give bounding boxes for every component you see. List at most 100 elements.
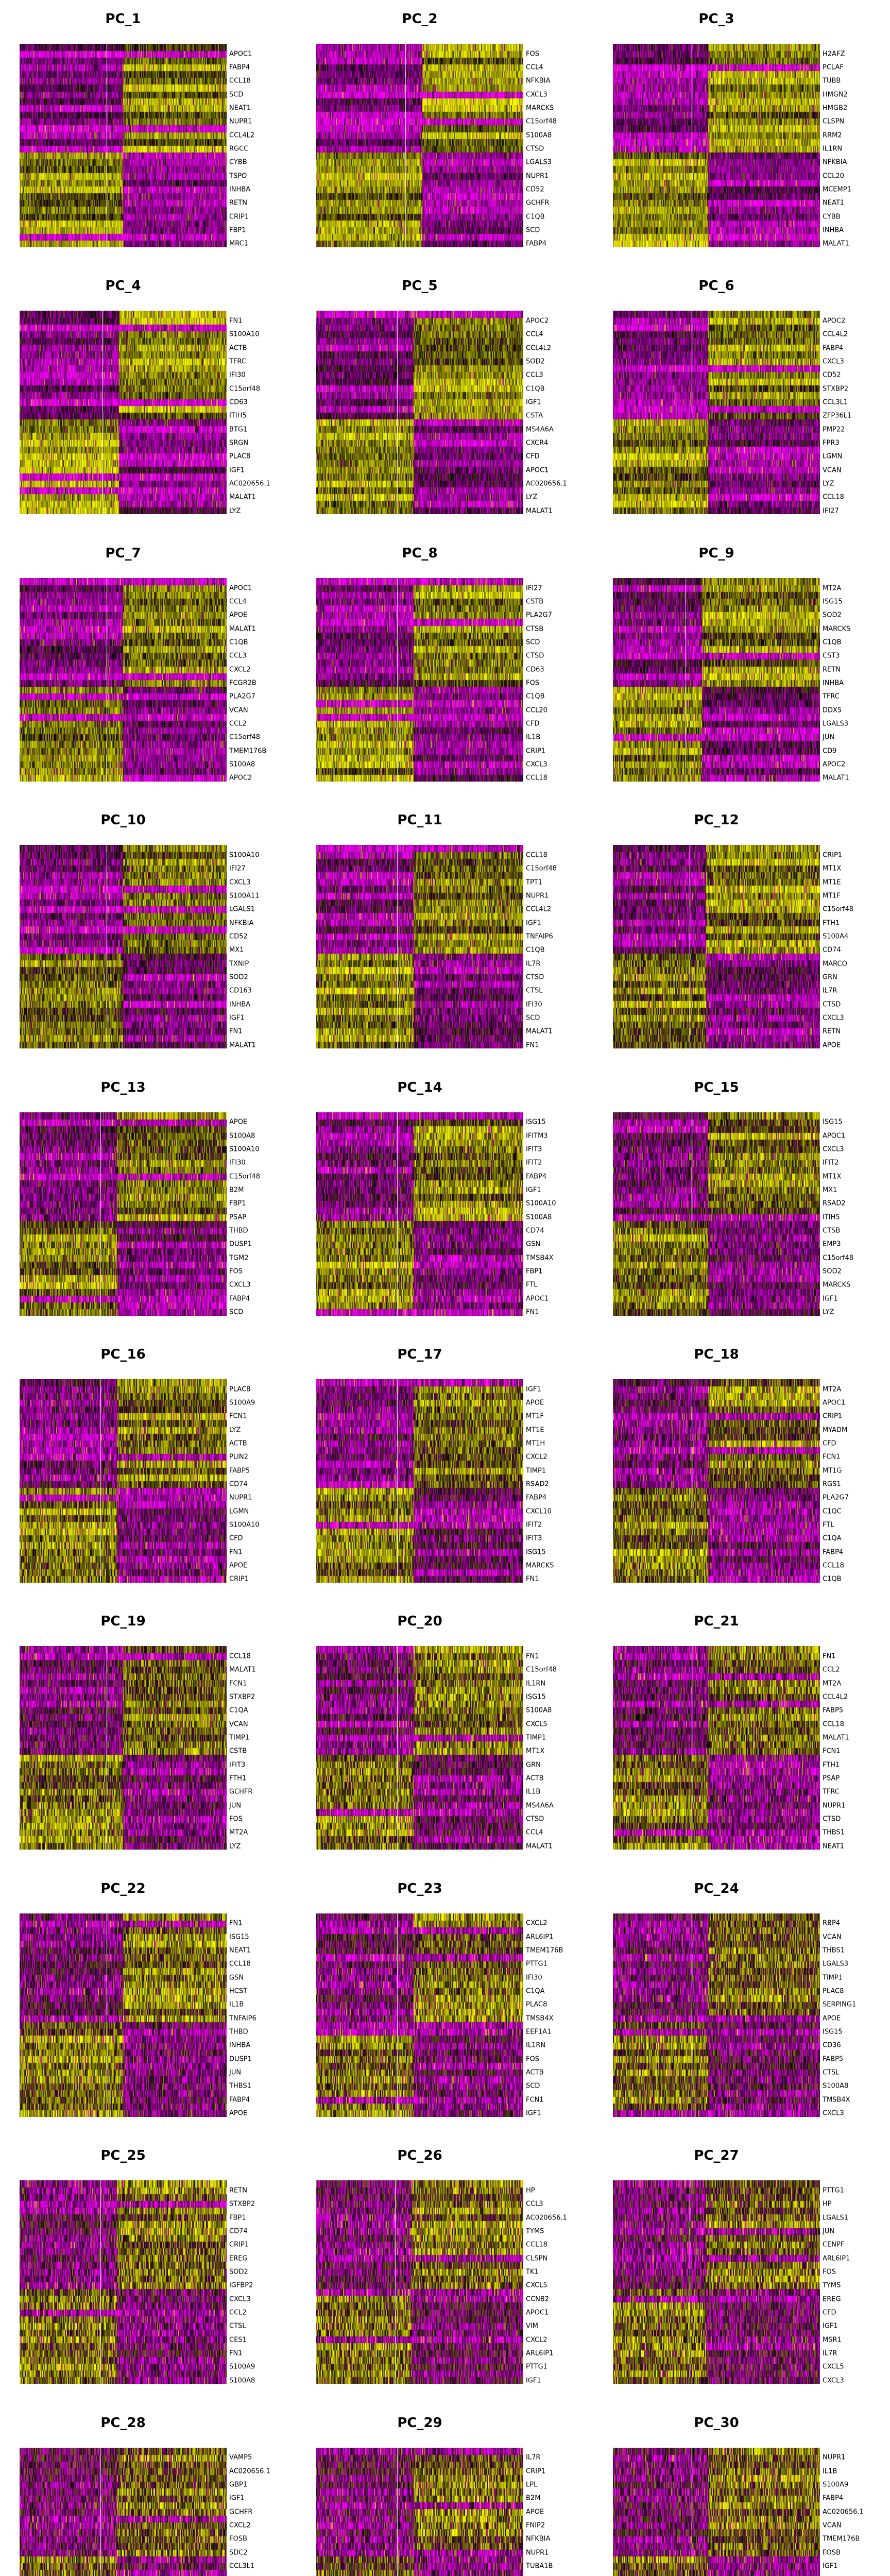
gene-label: FCN1 xyxy=(229,1680,247,1688)
gene-label: TIMP1 xyxy=(823,1974,843,1982)
gene-label: MARCKS xyxy=(823,1281,851,1289)
gene-label: TFRC xyxy=(823,692,840,701)
gene-label: CRIP1 xyxy=(823,1412,843,1420)
gene-label: SCD xyxy=(526,638,540,647)
gene-label: C1QB xyxy=(526,946,545,954)
gene-label: IGF1 xyxy=(526,398,541,406)
gene-label: CFD xyxy=(229,1534,243,1543)
panel-title: PC_24 xyxy=(694,1880,739,1896)
pc-panel: PC_10 S100A10 IFI27 CXCL3 S100A11 LGALS1 NFKB… xyxy=(0,801,297,1068)
gene-label: CCL3L1 xyxy=(823,398,848,406)
gene-label: CTSD xyxy=(526,973,544,981)
gene-label: MALAT1 xyxy=(823,774,849,782)
gene-label: FN1 xyxy=(526,1575,539,1583)
heatmap-canvas xyxy=(20,44,227,247)
gene-label: TIMP1 xyxy=(229,1734,250,1742)
gene-label: IL7R xyxy=(823,2349,837,2358)
gene-label: CXCL3 xyxy=(229,878,251,887)
gene-label: MALAT1 xyxy=(526,507,553,515)
gene-label: CTSD xyxy=(526,1815,544,1823)
panel-title: PC_10 xyxy=(100,812,146,828)
gene-label: NUPR1 xyxy=(823,1802,846,1810)
gene-label: C15orf48 xyxy=(823,1254,854,1262)
heatmap-canvas xyxy=(20,2447,227,2576)
gene-label: IL1B xyxy=(526,1788,541,1796)
pc-panel: PC_13 APOE S100A8 S100A10 IFI30 C15orf48 B2M F… xyxy=(0,1069,297,1335)
gene-label: C15orf48 xyxy=(229,1173,261,1181)
gene-label: APOE xyxy=(229,611,248,619)
gene-label: CCL18 xyxy=(823,1720,844,1728)
gene-label: FCGR2B xyxy=(229,679,256,687)
gene-label: VCAN xyxy=(823,466,842,474)
gene-label: S100A8 xyxy=(526,1213,552,1222)
gene-label: CTSD xyxy=(526,145,544,153)
gene-label: CCL3L1 xyxy=(229,2562,255,2570)
gene-label: S100A10 xyxy=(229,1145,260,1154)
gene-label: ISG15 xyxy=(823,1118,843,1126)
gene-label: S100A8 xyxy=(526,1706,552,1715)
gene-label: CCL4 xyxy=(526,1828,543,1837)
gene-label: MT2A xyxy=(229,1828,248,1837)
gene-label: TFRC xyxy=(229,358,246,366)
gene-label: TMEM176B xyxy=(526,1946,563,1955)
gene-label: CCL4L2 xyxy=(526,905,552,913)
heatmap-canvas xyxy=(613,311,820,515)
heatmap-canvas xyxy=(316,2180,523,2384)
panel-title: PC_14 xyxy=(397,1079,442,1095)
panel-title: PC_2 xyxy=(402,11,438,27)
heatmap-canvas xyxy=(316,1379,523,1583)
gene-label: MT1F xyxy=(823,892,841,900)
gene-label: CD74 xyxy=(229,2227,248,2235)
gene-label: FOS xyxy=(526,2055,539,2063)
gene-label: S100A8 xyxy=(229,1132,255,1140)
gene-label: C1QA xyxy=(823,1534,842,1543)
panel-title: PC_5 xyxy=(402,278,438,294)
gene-label: IL1RN xyxy=(526,1680,546,1688)
gene-label: FOS xyxy=(526,679,539,687)
gene-label: STXBP2 xyxy=(229,1693,255,1701)
heatmap-canvas xyxy=(20,578,227,782)
gene-label: RETN xyxy=(229,2187,247,2195)
pc-panel: PC_6 APOC2 CCL4L2 FABP4 CXCL3 CD52 STXBP2 CCL3… xyxy=(593,267,890,534)
gene-label: S100A9 xyxy=(229,1399,255,1407)
pc-panel: PC_27 PTTG1 HP LGALS1 JUN CENPF ARL6IP1 FOS TYM… xyxy=(593,2137,890,2403)
gene-label: PLAC8 xyxy=(229,452,251,461)
gene-label: MARCKS xyxy=(526,104,554,112)
gene-label: EMP3 xyxy=(823,1240,841,1248)
gene-label: FCN1 xyxy=(526,2096,544,2104)
gene-label: APOC2 xyxy=(823,760,846,769)
gene-label: MT1X xyxy=(823,865,842,873)
gene-label: S100A10 xyxy=(229,330,260,338)
gene-label: CRIP1 xyxy=(229,1575,249,1583)
gene-label: FCN1 xyxy=(823,1747,841,1755)
gene-label: FBP1 xyxy=(229,226,246,234)
gene-label: INHBA xyxy=(229,2041,251,2049)
gene-label: IFIT3 xyxy=(229,1761,246,1769)
heatmap-canvas xyxy=(20,2180,227,2384)
gene-label: RRM2 xyxy=(823,131,842,140)
gene-label: S100A10 xyxy=(526,1199,556,1208)
gene-label: DDX5 xyxy=(823,706,842,715)
gene-label: PLAC8 xyxy=(229,1385,251,1394)
gene-label: FN1 xyxy=(229,1548,243,1556)
gene-label: C15orf48 xyxy=(526,117,557,126)
gene-label: C1QB xyxy=(823,1575,842,1583)
gene-label: JUN xyxy=(229,2069,242,2077)
gene-label: ISG15 xyxy=(823,598,843,606)
pc-panel: PC_4 FN1 S100A10 ACTB TFRC IFI30 C15orf48 CD63… xyxy=(0,267,297,534)
gene-label: CCNB2 xyxy=(526,2295,550,2303)
gene-label: IL1RN xyxy=(823,145,843,153)
gene-label: ISG15 xyxy=(229,1933,249,1941)
pc-panel: PC_20 FN1 C15orf48 IL1RN ISG15 S100A8 CXCL5 TI… xyxy=(297,1602,593,1869)
heatmap-canvas xyxy=(613,1379,820,1583)
gene-label: CTSD xyxy=(823,1815,841,1823)
gene-label: PCLAF xyxy=(823,63,844,72)
gene-label: LYZ xyxy=(229,1842,241,1851)
panel-title: PC_30 xyxy=(694,2415,739,2431)
gene-label: FABP4 xyxy=(823,344,844,352)
gene-label: C1QB xyxy=(229,638,248,647)
gene-label: CCL2 xyxy=(823,1666,840,1674)
gene-label: FABP5 xyxy=(229,1467,250,1475)
gene-label: APOE xyxy=(823,1041,841,1049)
gene-label: TXNIP xyxy=(229,960,249,968)
